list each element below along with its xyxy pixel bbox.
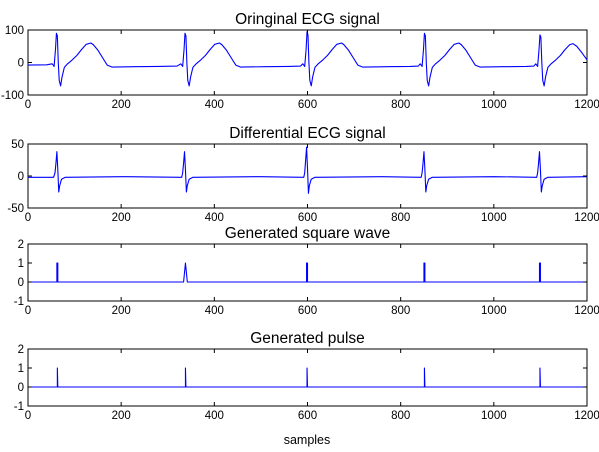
- panel-title: Oringinal ECG signal: [235, 11, 380, 28]
- panel-title: Generated pulse: [250, 330, 365, 347]
- y-tick-label: 50: [11, 139, 24, 151]
- y-tick-label: 1: [18, 363, 24, 375]
- x-tick-label: 0: [25, 410, 31, 422]
- x-tick-label: 200: [112, 305, 131, 317]
- x-tick-label: 1200: [574, 410, 599, 422]
- x-axis-label: samples: [284, 433, 331, 447]
- series-line: [28, 367, 587, 388]
- y-tick-label: 1: [18, 258, 24, 270]
- x-tick-label: 0: [25, 99, 31, 111]
- x-tick-label: 800: [391, 212, 410, 224]
- x-tick-label: 1000: [481, 99, 507, 111]
- y-tick-label: 0: [18, 277, 24, 289]
- x-tick-label: 400: [205, 212, 224, 224]
- y-tick-label: 0: [18, 382, 24, 394]
- x-tick-label: 1000: [481, 212, 507, 224]
- panel-square-wave: Generated square wave 0 200 400 600 800 1000 1…: [14, 225, 599, 317]
- plot-area: [27, 29, 588, 96]
- y-tick-label: 2: [18, 239, 24, 251]
- y-tick-label: -50: [7, 203, 24, 215]
- series-line: [28, 262, 587, 283]
- y-tick-label: 0: [18, 58, 24, 70]
- series-line: [28, 146, 588, 194]
- x-tick-label: 1200: [574, 99, 599, 111]
- x-tick-label: 1200: [574, 305, 599, 317]
- x-tick-label: 400: [205, 410, 224, 422]
- x-tick-label: 600: [298, 99, 317, 111]
- series-line: [27, 31, 588, 87]
- x-tick-label: 400: [205, 99, 224, 111]
- panel-title: Differential ECG signal: [229, 125, 386, 142]
- x-tick-label: 1000: [481, 410, 507, 422]
- x-tick-label: 1000: [481, 305, 507, 317]
- y-tick-label: 100: [5, 25, 24, 37]
- x-tick-label: 800: [391, 99, 410, 111]
- x-tick-label: 800: [391, 410, 410, 422]
- x-tick-label: 1200: [574, 212, 599, 224]
- y-tick-label: -1: [14, 296, 24, 308]
- x-tick-label: 400: [205, 305, 224, 317]
- y-tick-label: 0: [18, 171, 24, 183]
- panel-generated-pulse: Generated pulse 0 200 400 600 800 1000 1200-10…: [14, 330, 599, 422]
- x-tick-label: 600: [298, 305, 317, 317]
- x-tick-label: 600: [298, 410, 317, 422]
- x-tick-label: 0: [25, 212, 31, 224]
- y-tick-label: 2: [18, 344, 24, 356]
- x-tick-label: 200: [112, 99, 131, 111]
- x-tick-label: 200: [112, 212, 131, 224]
- panel-original-ecg: Oringinal ECG signal 0 200 400 600 800 1000 12…: [1, 11, 599, 111]
- panel-differential-ecg: Differential ECG signal 0 200 400 600 800 100…: [7, 125, 599, 224]
- y-tick-label: -100: [1, 90, 24, 102]
- x-tick-label: 0: [25, 305, 31, 317]
- y-tick-label: -1: [14, 401, 24, 413]
- x-tick-label: 600: [298, 212, 317, 224]
- x-tick-label: 200: [112, 410, 131, 422]
- panel-title: Generated square wave: [225, 225, 390, 242]
- x-tick-label: 800: [391, 305, 410, 317]
